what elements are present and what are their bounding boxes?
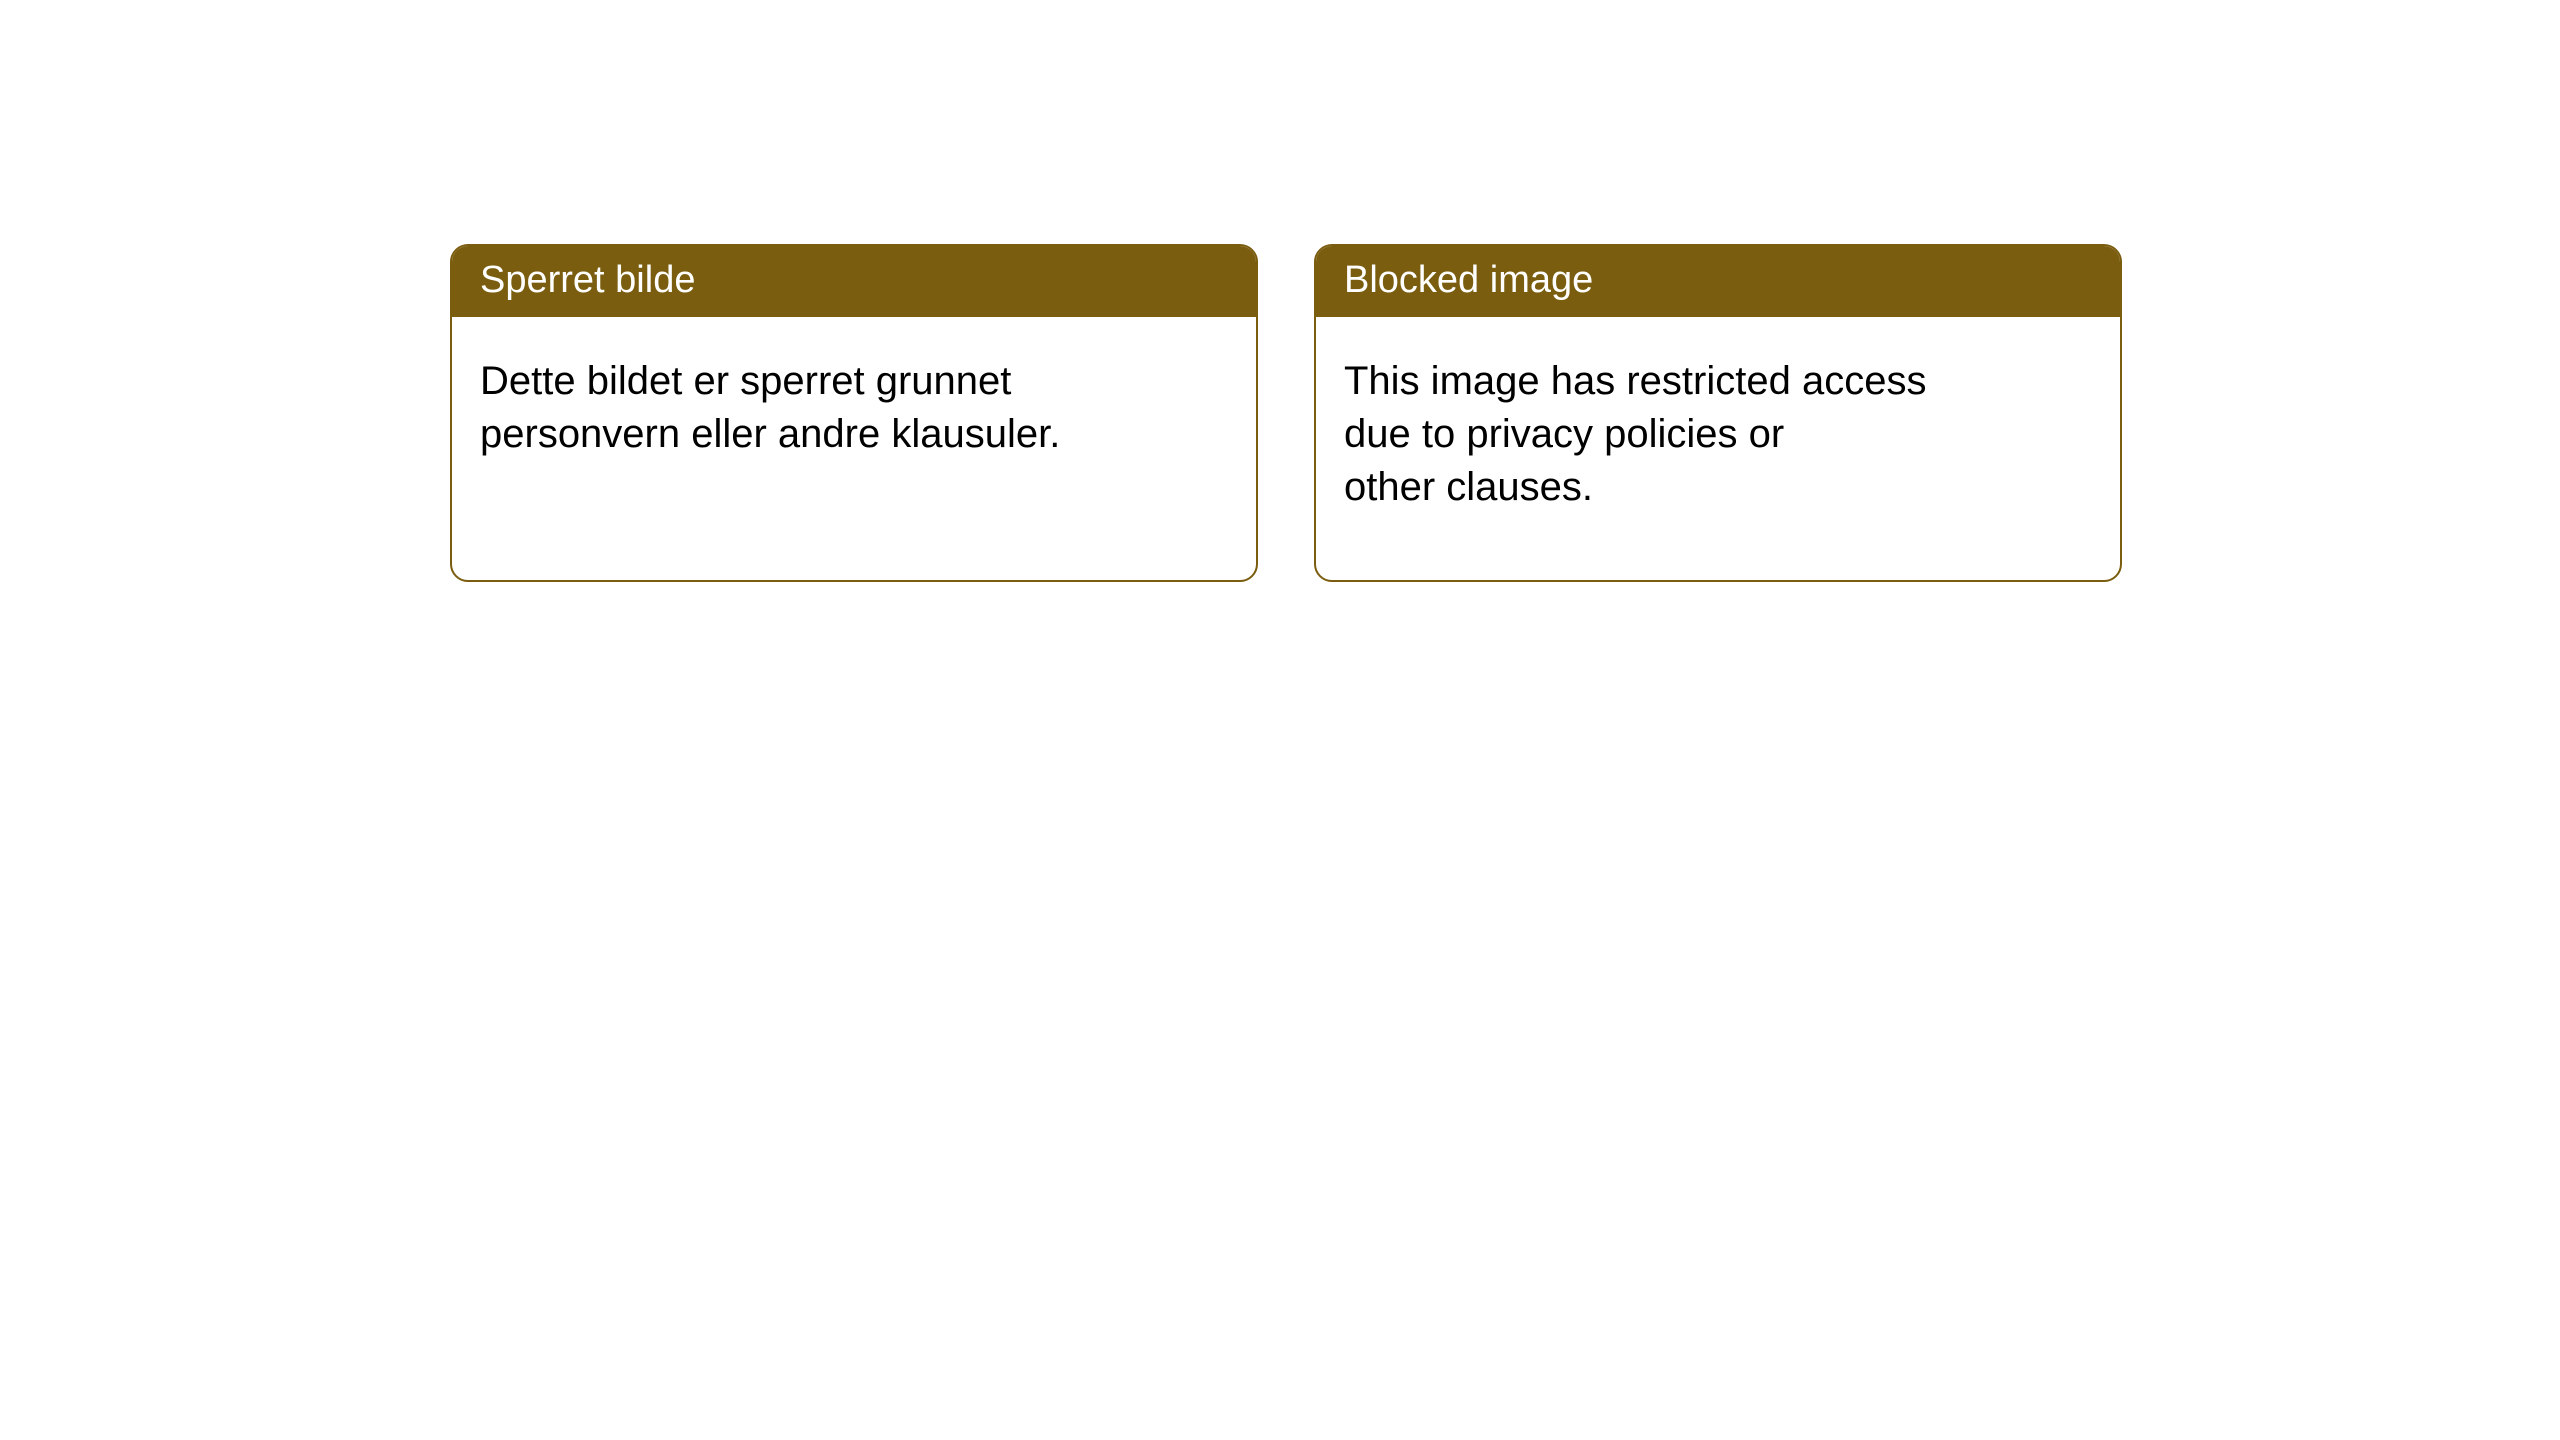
notice-card-norwegian: Sperret bilde Dette bildet er sperret gr… [450, 244, 1258, 582]
notice-header-english: Blocked image [1316, 246, 2120, 317]
notice-body-english: This image has restricted access due to … [1316, 317, 2120, 551]
notice-header-norwegian: Sperret bilde [452, 246, 1256, 317]
notice-container: Sperret bilde Dette bildet er sperret gr… [0, 0, 2560, 582]
notice-body-norwegian: Dette bildet er sperret grunnet personve… [452, 317, 1256, 499]
notice-card-english: Blocked image This image has restricted … [1314, 244, 2122, 582]
